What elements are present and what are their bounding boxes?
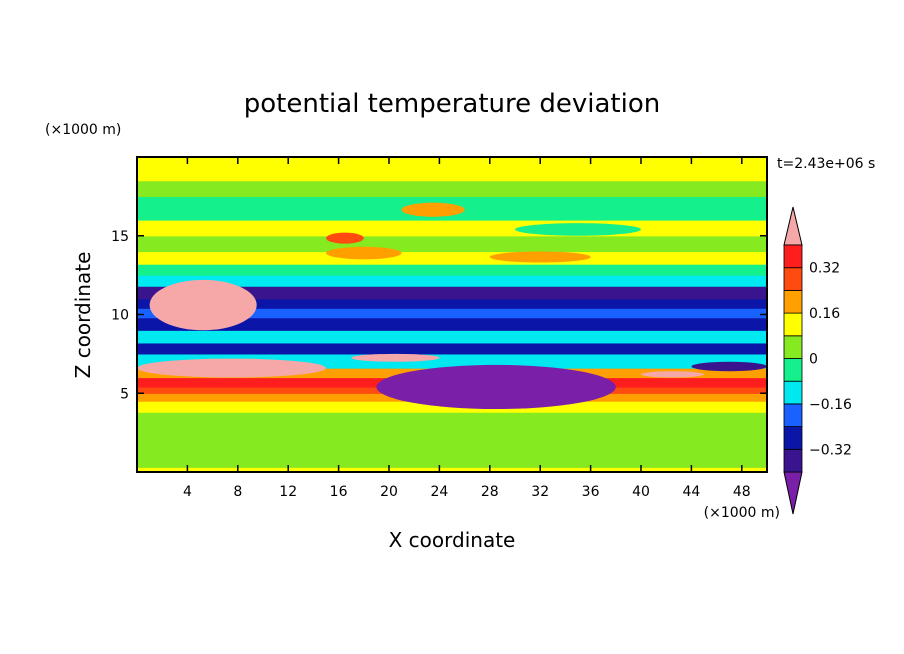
colorbar-box — [783, 244, 803, 269]
time-label: t=2.43e+06 s — [777, 156, 875, 172]
contour-feature-8 — [489, 251, 591, 263]
contour-band-20 — [137, 180, 767, 197]
y-axis-label: Z coordinate — [71, 252, 95, 379]
contour-feature-6 — [326, 246, 402, 260]
colorbar-tick-label: 0 — [809, 352, 818, 368]
contour-band-14 — [137, 275, 767, 287]
colorbar-tick-label: 0.16 — [809, 306, 840, 322]
x-tick-label: 40 — [632, 484, 650, 500]
x-tick-label: 24 — [430, 484, 448, 500]
contour-band-15 — [137, 264, 767, 276]
x-tick-label: 12 — [279, 484, 297, 500]
contour-plot — [137, 157, 767, 472]
contour-feature-4 — [376, 364, 616, 410]
x-tick-label: 48 — [733, 484, 751, 500]
contour-band-0 — [137, 467, 767, 472]
x-tick-label: 8 — [233, 484, 242, 500]
contour-feature-2 — [351, 353, 440, 362]
x-tick-label: 16 — [330, 484, 348, 500]
contour-feature-7 — [401, 202, 465, 217]
colorbar-tick-label: 0.32 — [809, 261, 840, 277]
x-tick-label: 44 — [682, 484, 700, 500]
x-axis-unit: (×1000 m) — [704, 505, 780, 521]
x-tick-label: 4 — [183, 484, 192, 500]
y-tick-label: 15 — [111, 229, 129, 245]
contour-feature-1 — [137, 358, 326, 378]
x-axis-ticks: 4 8 12 16 20 24 28 32 36 40 44 48 — [183, 157, 751, 500]
contour-feature-5 — [691, 361, 767, 372]
y-axis-ticks: 5 10 15 — [111, 229, 767, 402]
colorbar-tick-label: −0.32 — [809, 442, 852, 458]
y-axis-unit: (×1000 m) — [45, 122, 121, 138]
colorbar-box — [783, 312, 803, 337]
contour-band-21 — [137, 157, 767, 182]
contour-feature-10 — [515, 223, 641, 236]
colorbar-top-arrow — [783, 206, 803, 246]
chart-title: potential temperature deviation — [244, 89, 660, 119]
contour-band-1 — [137, 412, 767, 468]
colorbar-tick-label: −0.16 — [809, 397, 852, 413]
contour-band-8 — [137, 342, 767, 355]
x-axis-label: X coordinate — [389, 528, 516, 552]
colorbar-bottom-arrow — [783, 471, 803, 515]
x-tick-label: 36 — [582, 484, 600, 500]
x-tick-label: 28 — [481, 484, 499, 500]
y-tick-label: 5 — [120, 386, 129, 402]
colorbar-box — [783, 448, 803, 473]
contour-band-12 — [137, 298, 767, 309]
contour-band-9 — [137, 330, 767, 344]
contour-feature-9 — [326, 232, 364, 244]
x-tick-label: 32 — [531, 484, 549, 500]
colorbar-box — [783, 267, 803, 291]
contour-band-11 — [137, 308, 767, 319]
contour-band-17 — [137, 235, 767, 253]
colorbar-box — [783, 426, 803, 450]
colorbar-box — [783, 289, 803, 314]
contour-band-16 — [137, 251, 767, 265]
colorbar-box — [783, 335, 803, 359]
contour-feature-3 — [641, 371, 704, 378]
contour-band-13 — [137, 286, 767, 300]
x-tick-label: 20 — [380, 484, 398, 500]
y-tick-label: 10 — [111, 308, 129, 324]
contour-band-10 — [137, 317, 767, 331]
colorbar: 0.32 0.16 0 −0.16 −0.32 — [783, 206, 852, 515]
colorbar-box — [783, 403, 803, 427]
colorbar-box — [783, 358, 803, 382]
contour-feature-0 — [149, 279, 257, 331]
colorbar-box — [783, 380, 803, 405]
contour-band-18 — [137, 220, 767, 237]
